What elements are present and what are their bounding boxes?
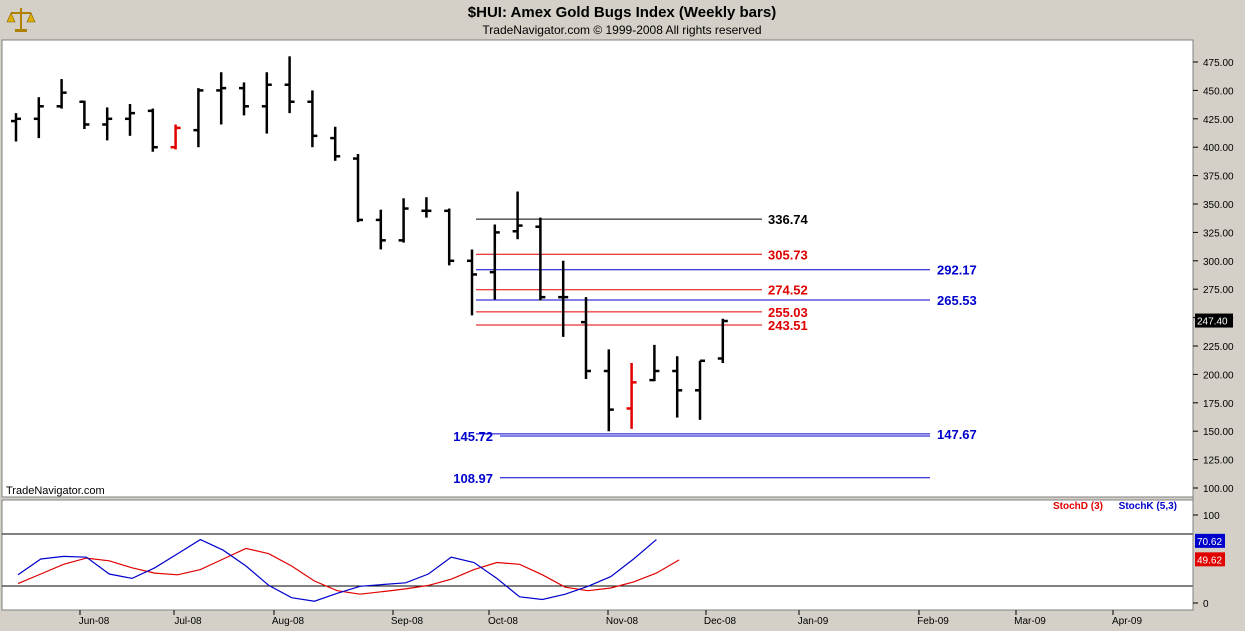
ohlc-bar: [695, 359, 705, 420]
x-tick-label: Nov-08: [606, 616, 639, 627]
ohlc-bar: [512, 191, 523, 240]
ohlc-bar: [558, 260, 569, 337]
y-tick-label: 125.00: [1203, 456, 1234, 467]
ohlc-bar: [307, 90, 318, 148]
watermark: TradeNavigator.com: [6, 485, 105, 497]
x-axis: Jun-08 Jul-08 Aug-08 Sep-08 Oct-08 Nov-08 Dec-…: [79, 610, 1142, 627]
ohlc-bar: [717, 318, 728, 364]
ohlc-bar: [672, 356, 683, 418]
level-label: 305.73: [768, 247, 808, 262]
x-tick-label: Sep-08: [391, 616, 424, 627]
ohlc-bar: [581, 297, 591, 379]
ohlc-bar: [239, 82, 249, 116]
last-price-label: 247.40: [1197, 317, 1228, 328]
stoch-value-label: 70.62: [1197, 537, 1222, 548]
level-label: 147.67: [937, 427, 977, 442]
ohlc-bar: [626, 363, 637, 429]
ohlc-bar: [147, 108, 158, 152]
ohlc-bar: [216, 72, 227, 125]
ohlc-bar: [79, 100, 90, 130]
last-price-flag: [1195, 313, 1233, 328]
stoch-value-label: 49.62: [1197, 555, 1222, 566]
ohlc-bar: [649, 344, 660, 382]
y-tick-label: 300.00: [1203, 257, 1234, 268]
level-label: 292.17: [937, 263, 977, 278]
y-tick-label: 400.00: [1203, 143, 1234, 154]
ohlc-bar: [330, 126, 341, 161]
x-tick-label: Oct-08: [488, 616, 518, 627]
x-tick-label: Dec-08: [704, 616, 737, 627]
y-tick-label: 175.00: [1203, 399, 1234, 410]
ohlc-bar: [193, 88, 204, 148]
stoch-tick-label: 100: [1203, 511, 1220, 522]
ohlc-bar: [125, 104, 135, 136]
stoch-line: [17, 547, 680, 595]
ohlc-bar: [102, 107, 113, 141]
legend-stochk: StochK (5,3): [1119, 501, 1177, 512]
ohlc-bar: [398, 198, 409, 243]
level-label: 108.97: [453, 471, 493, 486]
level-lines: 336.74 305.73 292.17 274.52 265.53 255.03243.…: [453, 212, 977, 486]
y-tick-label: 425.00: [1203, 115, 1234, 126]
y-tick-label: 275.00: [1203, 285, 1234, 296]
ohlc-bar: [535, 217, 546, 301]
stoch-panel: [1, 499, 1194, 611]
ohlc-bar: [284, 56, 295, 114]
y-tick-label: 350.00: [1203, 200, 1234, 211]
x-tick-label: Aug-08: [272, 616, 305, 627]
legend-stochd: StochD (3): [1053, 501, 1103, 512]
ohlc-bar: [56, 79, 67, 109]
ohlc-bar: [261, 72, 272, 134]
ohlc-bar: [170, 124, 181, 150]
level-label: 145.72: [453, 429, 493, 444]
y-tick-label: 150.00: [1203, 427, 1234, 438]
x-tick-label: Mar-09: [1014, 616, 1046, 627]
ohlc-bar: [421, 197, 432, 218]
price-bars: [11, 56, 728, 432]
y-tick-label: 450.00: [1203, 86, 1234, 97]
level-label: 243.51: [768, 318, 808, 333]
x-tick-label: Jul-08: [174, 616, 202, 627]
level-label: 336.74: [768, 212, 809, 227]
x-tick-label: Jan-09: [798, 616, 829, 627]
chart-subtitle: TradeNavigator.com © 1999-2008 All right…: [482, 23, 761, 37]
x-tick-label: Feb-09: [917, 616, 949, 627]
y-tick-label: 100.00: [1203, 484, 1234, 495]
y-tick-label: 200.00: [1203, 370, 1234, 381]
ohlc-bar: [489, 224, 500, 300]
level-label: 274.52: [768, 283, 808, 298]
y-tick-label: 475.00: [1203, 58, 1234, 69]
y-tick-label: 225.00: [1203, 342, 1234, 353]
y-tick-label: 375.00: [1203, 172, 1234, 183]
stoch-value-flag: [1195, 552, 1225, 567]
ohlc-bar: [11, 113, 21, 142]
price-y-axis: 100.00125.00150.00175.00200.00225.00250.…: [1193, 58, 1234, 495]
ohlc-bar: [375, 209, 386, 250]
stoch-line: [17, 538, 657, 602]
stochastic-lines: [17, 538, 680, 602]
level-label: 265.53: [937, 293, 977, 308]
ohlc-bar: [444, 208, 455, 266]
y-tick-label: 325.00: [1203, 228, 1234, 239]
ohlc-bar: [33, 97, 44, 139]
stoch-tick-label: 0: [1203, 599, 1209, 610]
scales-icon: [6, 4, 36, 34]
x-tick-label: Jun-08: [79, 616, 110, 627]
ohlc-bar: [603, 349, 614, 432]
ohlc-bar: [467, 249, 477, 316]
stoch-y-axis: 0 100 70.62 49.62: [1193, 511, 1225, 610]
ohlc-bar: [353, 154, 363, 223]
stoch-value-flag: [1195, 533, 1225, 548]
price-panel: [1, 39, 1194, 498]
x-tick-label: Apr-09: [1112, 616, 1142, 627]
chart-title: $HUI: Amex Gold Bugs Index (Weekly bars): [468, 4, 776, 21]
level-label: 255.03: [768, 305, 808, 320]
